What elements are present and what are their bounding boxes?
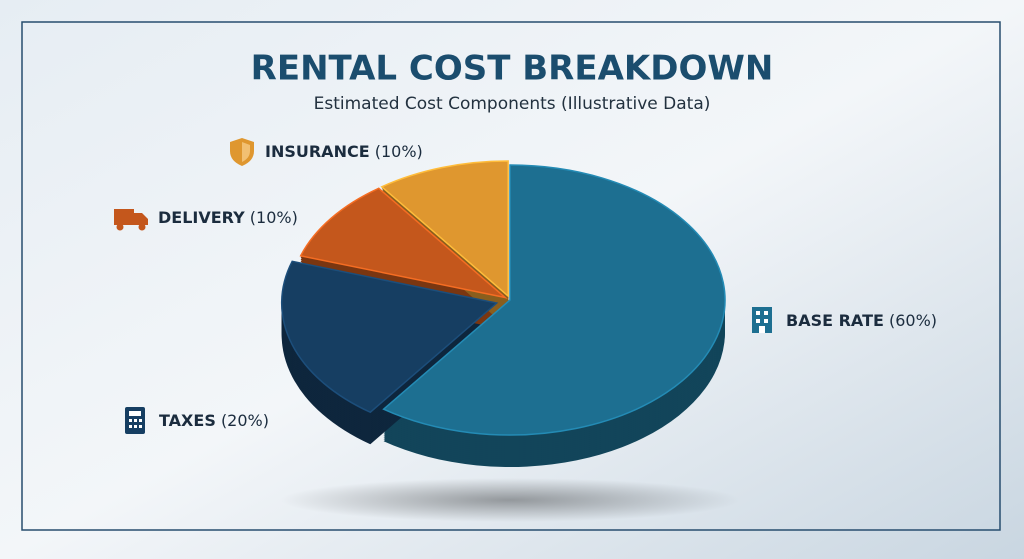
slice-label: TAXES (20%)	[159, 411, 269, 430]
slice	[280, 260, 499, 414]
slice	[299, 187, 508, 299]
value-label: (60%)	[889, 311, 937, 330]
category-name: TAXES	[159, 411, 216, 430]
slice	[382, 164, 726, 436]
slice-label: DELIVERY (10%)	[158, 208, 298, 227]
pie-shadow	[280, 478, 740, 522]
value-label: (10%)	[250, 208, 298, 227]
slice	[380, 160, 509, 298]
value-label: (20%)	[221, 411, 269, 430]
category-name: INSURANCE	[265, 142, 370, 161]
category-name: DELIVERY	[158, 208, 245, 227]
slice-label: BASE RATE (60%)	[786, 311, 937, 330]
frame	[21, 21, 1001, 531]
pie	[280, 160, 726, 467]
value-label: (10%)	[375, 142, 423, 161]
building-icon	[752, 307, 772, 333]
slice-label: INSURANCE (10%)	[265, 142, 423, 161]
truck-icon	[114, 209, 148, 231]
chart-title: RENTAL COST BREAKDOWN	[251, 49, 774, 89]
calculator-icon	[125, 407, 145, 434]
category-name: BASE RATE	[786, 311, 884, 330]
chart-subtitle: Estimated Cost Components (Illustrative …	[314, 94, 711, 114]
shield-icon	[230, 138, 254, 166]
